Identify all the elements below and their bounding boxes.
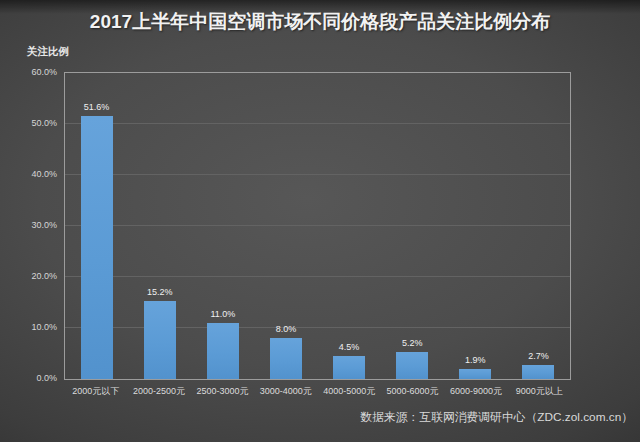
bar-2 [207,323,239,379]
gridline [65,123,570,124]
bar-value-label: 1.9% [445,355,505,365]
bar-value-label: 4.5% [319,342,379,352]
y-tick-label: 50.0% [31,118,57,128]
x-tick-label: 2500-3000元 [191,385,254,398]
y-tick-label: 40.0% [31,169,57,179]
y-tick-label: 0.0% [36,373,57,383]
bar-value-label: 11.0% [193,309,253,319]
x-tick-label: 6000-9000元 [444,385,507,398]
y-axis-title: 关注比例 [27,45,69,59]
gridline [65,225,570,226]
gridline [65,327,570,328]
bar-0 [81,116,113,379]
y-tick-label: 20.0% [31,271,57,281]
y-tick-label: 60.0% [31,67,57,77]
y-axis-tick-labels: 0.0%10.0%20.0%30.0%40.0%50.0%60.0% [0,72,57,380]
bar-value-label: 15.2% [130,287,190,297]
x-axis-tick-labels: 2000元以下2000-2500元2500-3000元3000-4000元400… [64,385,571,398]
bar-5 [396,352,428,379]
x-tick-label: 2000元以下 [64,385,127,398]
y-tick-label: 30.0% [31,220,57,230]
x-tick-label: 5000-6000元 [381,385,444,398]
bar-1 [144,301,176,379]
x-tick-label: 4000-5000元 [318,385,381,398]
gridline [65,174,570,175]
data-source-credit: 数据来源：互联网消费调研中心（ZDC.zol.com.cn） [360,410,633,426]
bar-value-label: 51.6% [67,102,127,112]
bar-6 [459,369,491,379]
bar-value-label: 5.2% [382,338,442,348]
plot-area: 51.6% 15.2% 11.0%8.0%4.5%5.2%1.9%2.7% [64,72,571,380]
bar-7 [522,365,554,379]
x-tick-label: 2000-2500元 [127,385,190,398]
x-tick-label: 3000-4000元 [254,385,317,398]
bar-4 [333,356,365,379]
gridline [65,276,570,277]
bar-3 [270,338,302,379]
x-tick-label: 9000元以上 [508,385,571,398]
y-tick-label: 10.0% [31,322,57,332]
bar-value-label: 8.0% [256,324,316,334]
bar-value-label: 2.7% [508,351,568,361]
chart-title: 2017上半年中国空调市场不同价格段产品关注比例分布 [0,9,640,35]
